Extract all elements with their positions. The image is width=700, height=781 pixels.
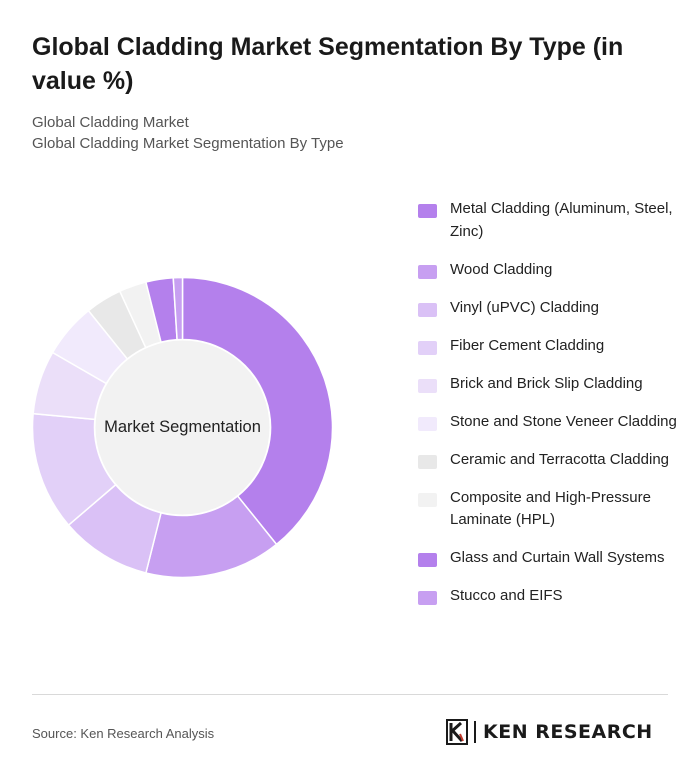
donut-center-hole [95,340,270,515]
legend-label: Vinyl (uPVC) Cladding [450,298,599,316]
chart-subtitle-segmentation: Global Cladding Market Segmentation By T… [32,135,344,152]
logo-separator [474,721,476,743]
legend-swatch [418,340,437,355]
legend-swatch [418,591,437,605]
legend-item-4: Fiber Cement Cladding [418,335,680,358]
legend-item-10: Stucco and EIFS [418,585,680,608]
legend-swatch [418,204,437,218]
legend-swatch [418,416,437,431]
legend-label: Stucco and EIFS [450,587,563,604]
chart-title: Global Cladding Market Segmentation By T… [32,33,624,95]
legend-item-7: Ceramic and Terracotta Cladding [418,449,680,472]
legend-label: Fiber Cement Cladding [450,336,605,354]
ken-research-k-logo-icon [446,719,468,745]
legend-item-1: Metal Cladding (Aluminum, Steel, Zinc) [418,198,680,243]
legend-swatch [418,454,437,469]
ken-research-logo: KEN RESEARCH [446,719,653,745]
logo-text: KEN RESEARCH [483,721,653,743]
legend-item-6: Stone and Stone Veneer Cladding [418,411,680,434]
legend-label: Glass and Curtain Wall Systems [450,549,665,566]
donut-chart: Market Segmentation [20,265,345,590]
donut-chart-svg [31,276,334,579]
legend-item-2: Wood Cladding [418,259,680,282]
legend-swatch [418,264,437,279]
legend-swatch [418,378,437,393]
legend-label: Ceramic and Terracotta Cladding [450,450,670,468]
source-note: Source: Ken Research Analysis [32,726,215,741]
legend-label: Brick and Brick Slip Cladding [450,374,643,392]
legend-item-5: Brick and Brick Slip Cladding [418,373,680,396]
donut-slice-1 [181,276,334,546]
legend-item-8: Composite and High-Pressure Laminate (HP… [418,487,680,532]
legend-item-3: Vinyl (uPVC) Cladding [418,297,680,320]
legend-swatch [418,553,437,567]
legend-label: Wood Cladding [450,260,553,278]
chart-subtitle-market: Global Cladding Market [32,114,189,131]
legend-label: Composite and High-Pressure Laminate (HP… [450,488,651,529]
legend-label: Metal Cladding (Aluminum, Steel, Zinc) [450,200,673,240]
legend-label: Stone and Stone Veneer Cladding [450,412,677,430]
legend-swatch [418,302,437,317]
legend-swatch [418,492,437,507]
legend-item-9: Glass and Curtain Wall Systems [418,547,680,570]
donut-slice-10 [172,276,184,341]
chart-legend: Metal Cladding (Aluminum, Steel, Zinc) Wo… [418,198,680,623]
footer-divider [32,694,668,695]
